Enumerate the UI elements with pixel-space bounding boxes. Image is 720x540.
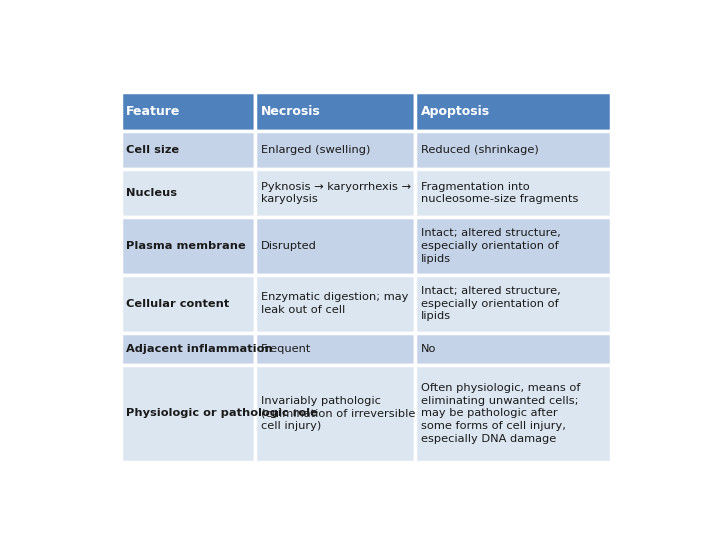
FancyBboxPatch shape xyxy=(415,217,611,275)
Text: Enzymatic digestion; may
leak out of cell: Enzymatic digestion; may leak out of cel… xyxy=(261,292,408,315)
FancyBboxPatch shape xyxy=(121,275,256,333)
FancyBboxPatch shape xyxy=(121,92,256,132)
Text: Nucleus: Nucleus xyxy=(126,188,177,198)
Text: Physiologic or pathologic role: Physiologic or pathologic role xyxy=(126,408,318,418)
FancyBboxPatch shape xyxy=(256,365,415,462)
Text: Apoptosis: Apoptosis xyxy=(420,105,490,118)
Text: Plasma membrane: Plasma membrane xyxy=(126,241,246,251)
Text: Necrosis: Necrosis xyxy=(261,105,320,118)
Text: No: No xyxy=(420,344,436,354)
FancyBboxPatch shape xyxy=(256,217,415,275)
Text: Cellular content: Cellular content xyxy=(126,299,230,309)
FancyBboxPatch shape xyxy=(256,275,415,333)
Text: Disrupted: Disrupted xyxy=(261,241,317,251)
Text: Reduced (shrinkage): Reduced (shrinkage) xyxy=(420,145,539,155)
Text: Cell size: Cell size xyxy=(126,145,179,155)
FancyBboxPatch shape xyxy=(256,169,415,217)
FancyBboxPatch shape xyxy=(415,365,611,462)
FancyBboxPatch shape xyxy=(256,92,415,132)
Text: Enlarged (swelling): Enlarged (swelling) xyxy=(261,145,370,155)
Text: Frequent: Frequent xyxy=(261,344,311,354)
Text: Fragmentation into
nucleosome-size fragments: Fragmentation into nucleosome-size fragm… xyxy=(420,181,578,205)
Text: Intact; altered structure,
especially orientation of
lipids: Intact; altered structure, especially or… xyxy=(420,286,561,321)
FancyBboxPatch shape xyxy=(415,333,611,365)
Text: Adjacent inflammation: Adjacent inflammation xyxy=(126,344,273,354)
Text: Intact; altered structure,
especially orientation of
lipids: Intact; altered structure, especially or… xyxy=(420,228,561,264)
FancyBboxPatch shape xyxy=(121,217,256,275)
Text: Often physiologic, means of
eliminating unwanted cells;
may be pathologic after
: Often physiologic, means of eliminating … xyxy=(420,383,580,444)
Text: Pyknosis → karyorrhexis →
karyolysis: Pyknosis → karyorrhexis → karyolysis xyxy=(261,181,411,205)
FancyBboxPatch shape xyxy=(256,333,415,365)
FancyBboxPatch shape xyxy=(415,169,611,217)
FancyBboxPatch shape xyxy=(121,169,256,217)
FancyBboxPatch shape xyxy=(415,92,611,132)
FancyBboxPatch shape xyxy=(121,365,256,462)
FancyBboxPatch shape xyxy=(415,132,611,169)
FancyBboxPatch shape xyxy=(121,333,256,365)
Text: Invariably pathologic
(culmination of irreversible
cell injury): Invariably pathologic (culmination of ir… xyxy=(261,396,415,431)
FancyBboxPatch shape xyxy=(121,132,256,169)
FancyBboxPatch shape xyxy=(415,275,611,333)
FancyBboxPatch shape xyxy=(256,132,415,169)
Text: Feature: Feature xyxy=(126,105,181,118)
